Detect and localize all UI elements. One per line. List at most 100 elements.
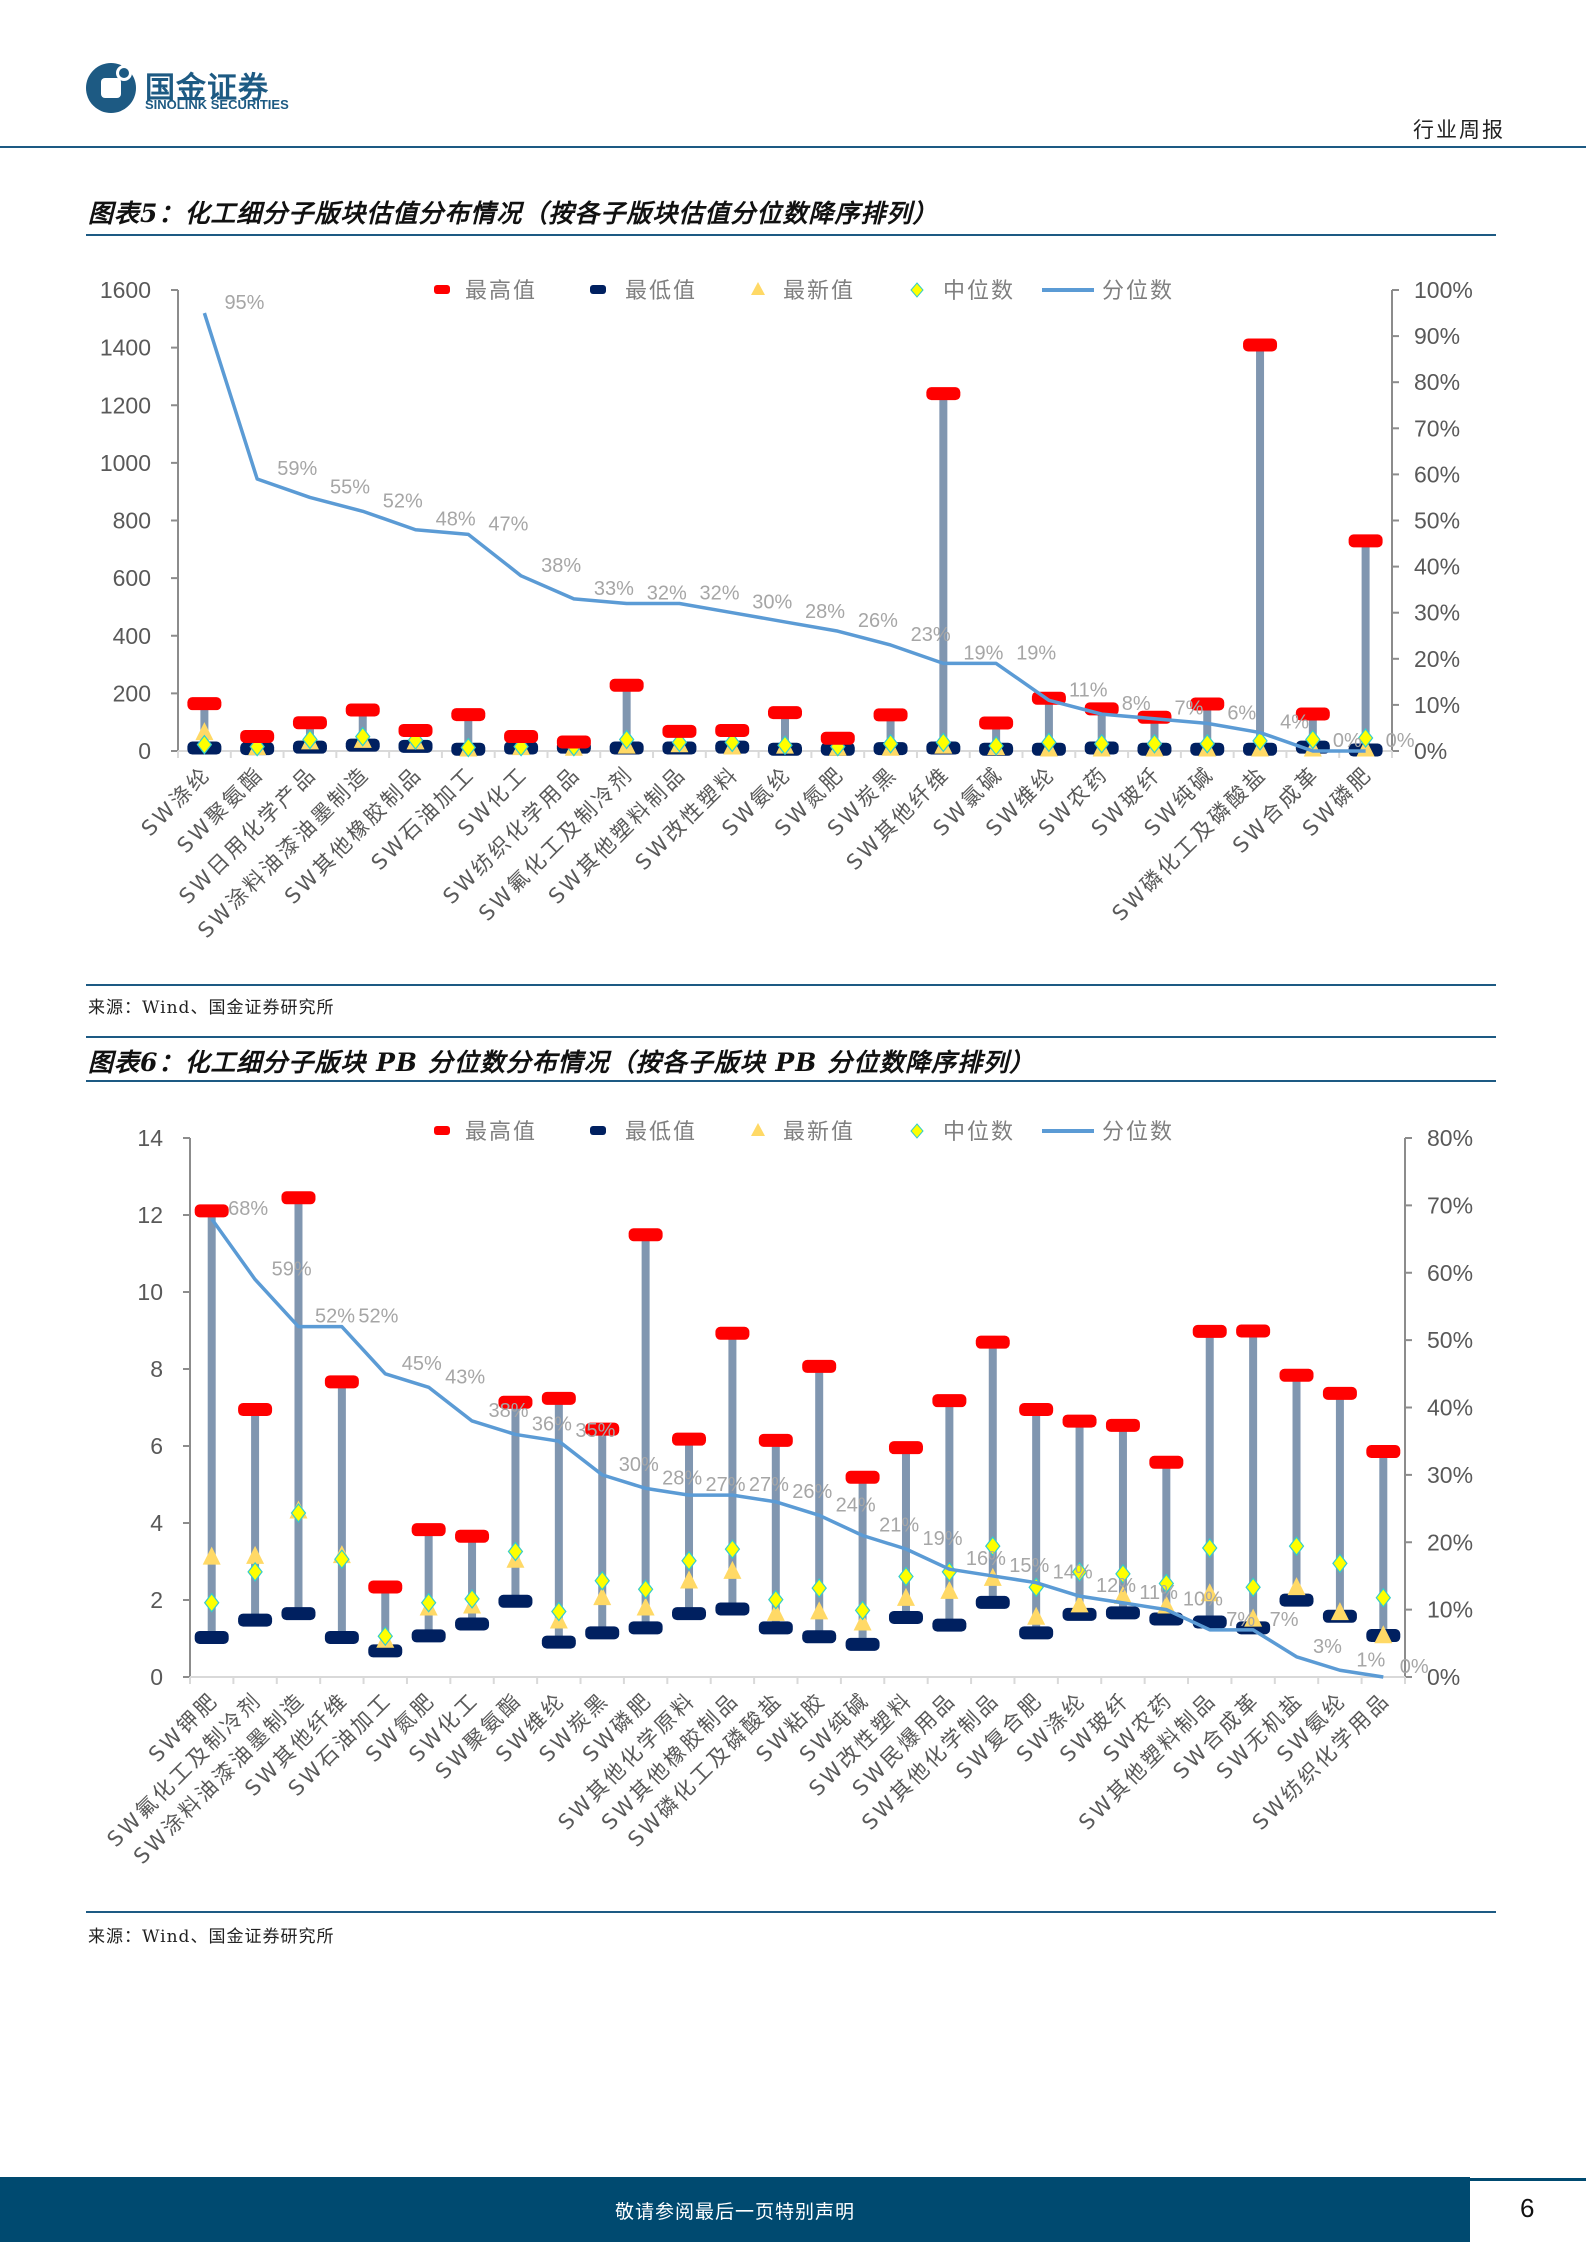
min-marker	[1062, 1607, 1097, 1621]
min-marker	[1192, 1615, 1227, 1629]
legend-min-marker	[590, 285, 606, 294]
percentile-data-label: 4%	[1280, 712, 1309, 734]
median-marker	[594, 1570, 610, 1591]
median-marker	[811, 1578, 827, 1599]
right-axis-tick-label: 70%	[1427, 1192, 1473, 1218]
percentile-data-label: 11%	[1069, 679, 1108, 701]
percentile-data-label: 52%	[315, 1306, 355, 1328]
right-axis-tick-label: 60%	[1414, 461, 1460, 487]
median-marker	[1199, 733, 1216, 754]
max-marker	[1366, 1445, 1401, 1459]
percentile-data-label: 7%	[1175, 698, 1204, 720]
figure-6-title-rule	[86, 1080, 1496, 1082]
min-marker	[1019, 1626, 1054, 1640]
max-marker	[672, 1432, 707, 1446]
range-bar	[424, 1529, 433, 1636]
min-marker	[1149, 1612, 1184, 1626]
median-marker	[1252, 730, 1268, 751]
percentile-data-label: 0%	[1386, 730, 1415, 752]
min-marker	[975, 1595, 1010, 1609]
legend-label: 最低值	[625, 279, 697, 304]
max-marker	[240, 730, 275, 744]
min-marker	[194, 1630, 229, 1644]
range-bar	[1150, 716, 1159, 749]
percentile-data-label: 28%	[662, 1467, 702, 1489]
percentile-data-label: 32%	[699, 582, 739, 604]
median-marker	[290, 1503, 307, 1523]
median-marker	[854, 1600, 871, 1621]
right-axis-tick-label: 50%	[1427, 1327, 1473, 1353]
range-bar	[641, 1234, 650, 1628]
max-marker	[873, 708, 908, 722]
right-axis-tick-label: 100%	[1414, 277, 1473, 303]
percentile-data-label: 26%	[792, 1481, 832, 1503]
median-marker	[1158, 1573, 1175, 1594]
percentile-data-label: 38%	[541, 555, 581, 577]
percentile-data-label: 26%	[858, 610, 898, 632]
legend-max-marker	[434, 285, 450, 294]
median-marker	[1357, 728, 1374, 749]
max-marker	[888, 1441, 923, 1455]
max-marker	[498, 1395, 533, 1409]
right-axis-tick-label: 80%	[1414, 369, 1460, 395]
median-marker	[1375, 1587, 1392, 1608]
max-marker	[324, 1375, 359, 1389]
min-marker	[281, 1607, 316, 1621]
max-marker	[411, 1523, 446, 1537]
range-bar	[622, 684, 631, 748]
range-bar	[1379, 1451, 1388, 1636]
percentile-data-label: 7%	[1226, 1609, 1255, 1631]
left-axis-tick-label: 1000	[100, 450, 151, 476]
percentile-data-label: 52%	[358, 1306, 398, 1328]
median-marker	[247, 1561, 263, 1582]
range-bar	[468, 1535, 477, 1624]
right-axis-tick-label: 30%	[1414, 600, 1460, 626]
median-marker	[551, 1601, 567, 1622]
left-axis-tick-label: 0	[150, 1664, 163, 1690]
percentile-data-label: 19%	[922, 1528, 962, 1550]
max-marker	[1190, 697, 1225, 711]
footer-disclaimer: 敬请参阅最后一页特别声明	[614, 2201, 855, 2223]
latest-marker	[940, 1580, 959, 1599]
range-bar	[1203, 703, 1212, 749]
range-bar	[1292, 1374, 1301, 1600]
percentile-data-label: 52%	[383, 490, 423, 512]
figure-5-title-rule	[86, 234, 1496, 236]
percentile-line	[202, 312, 1366, 753]
max-marker	[932, 1394, 967, 1408]
median-marker	[203, 1592, 220, 1613]
header-divider	[0, 146, 1586, 148]
percentile-data-label: 14%	[1053, 1562, 1093, 1584]
max-marker	[1322, 1386, 1357, 1400]
percentile-data-label: 16%	[966, 1548, 1006, 1570]
max-marker	[1192, 1324, 1227, 1338]
median-marker	[681, 1550, 697, 1571]
min-marker	[585, 1626, 620, 1640]
legend-latest-marker	[751, 282, 765, 295]
right-axis-tick-label: 10%	[1414, 692, 1460, 718]
latest-marker	[202, 1546, 221, 1565]
left-axis-tick-label: 1400	[100, 335, 151, 361]
percentile-data-label: 11%	[1139, 1582, 1178, 1604]
max-marker	[541, 1391, 576, 1405]
percentile-data-label: 27%	[706, 1474, 746, 1496]
left-axis-tick-label: 6	[150, 1433, 163, 1459]
percentile-data-label: 0%	[1333, 730, 1362, 752]
right-axis-tick-label: 20%	[1414, 646, 1460, 672]
range-bar	[1118, 1424, 1127, 1613]
max-marker	[802, 1359, 837, 1373]
max-marker	[845, 1470, 880, 1484]
max-marker	[187, 697, 222, 711]
figure-6-chart: 0 2 4 6 8 10 12 14 0% 10% 20% 30% 40% 50% 60% 70% 80% 最高值…	[103, 1120, 1474, 1869]
range-bar	[337, 1381, 346, 1637]
max-marker	[238, 1403, 273, 1417]
legend-median-marker	[910, 1123, 924, 1139]
min-marker	[1279, 1593, 1314, 1607]
legend-latest-marker	[751, 1123, 765, 1136]
latest-marker	[636, 1597, 655, 1616]
left-axis-tick-label: 400	[113, 623, 151, 649]
percentile-data-label: 35%	[575, 1420, 615, 1442]
left-axis-tick-label: 2	[150, 1587, 163, 1613]
range-bar	[251, 1409, 260, 1620]
latest-marker	[853, 1612, 872, 1631]
